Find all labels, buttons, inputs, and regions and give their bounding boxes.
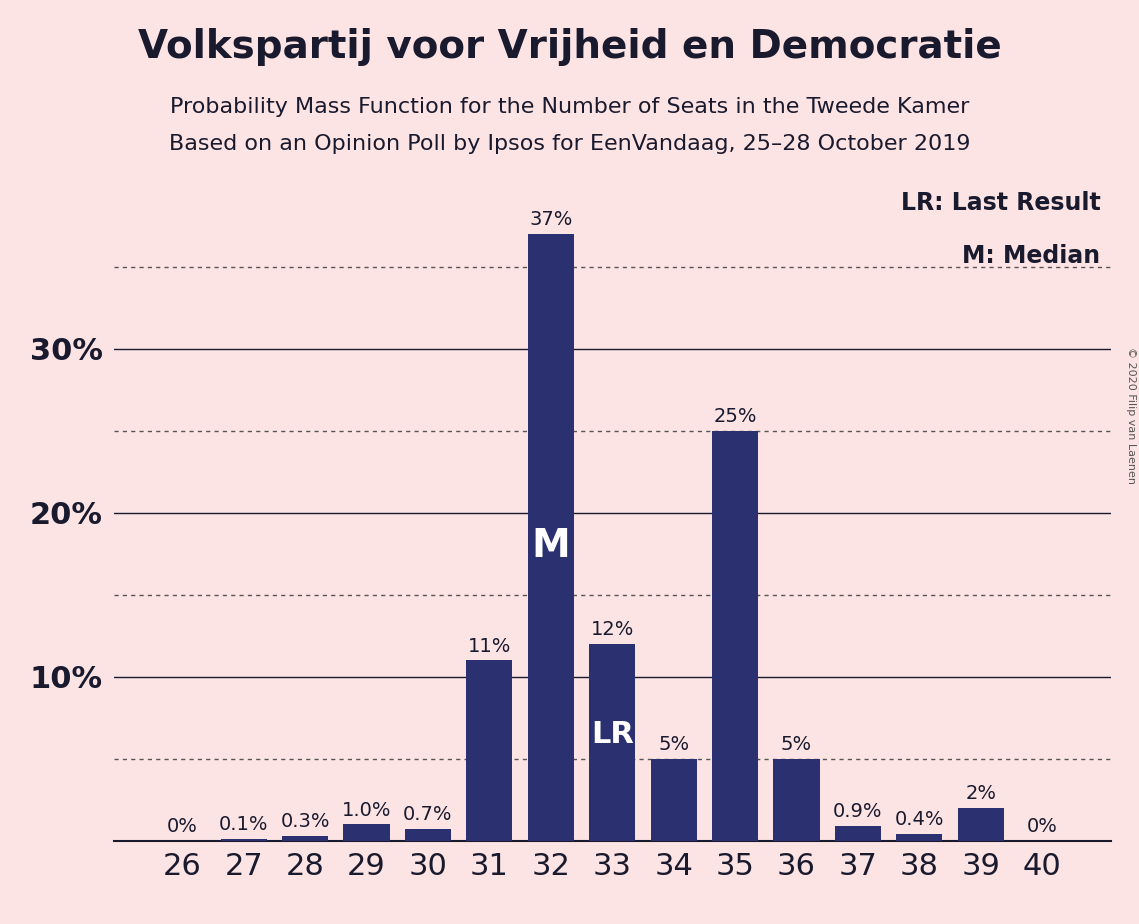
- Text: 0%: 0%: [1026, 817, 1058, 836]
- Text: LR: Last Result: LR: Last Result: [901, 191, 1100, 215]
- Text: 25%: 25%: [713, 407, 756, 426]
- Bar: [896, 834, 942, 841]
- Text: M: Median: M: Median: [962, 244, 1100, 268]
- Bar: [589, 644, 636, 841]
- Text: Volkspartij voor Vrijheid en Democratie: Volkspartij voor Vrijheid en Democratie: [138, 28, 1001, 66]
- Text: 0.1%: 0.1%: [219, 815, 269, 834]
- Text: 1.0%: 1.0%: [342, 800, 392, 820]
- Bar: [344, 824, 390, 841]
- Text: Probability Mass Function for the Number of Seats in the Tweede Kamer: Probability Mass Function for the Number…: [170, 97, 969, 117]
- Bar: [527, 234, 574, 841]
- Text: 11%: 11%: [468, 637, 511, 655]
- Bar: [221, 839, 267, 841]
- Text: 0.7%: 0.7%: [403, 806, 452, 824]
- Text: 0.4%: 0.4%: [894, 810, 944, 830]
- Text: LR: LR: [591, 720, 633, 748]
- Text: 0%: 0%: [166, 817, 198, 836]
- Text: 2%: 2%: [965, 784, 997, 803]
- Text: Based on an Opinion Poll by Ipsos for EenVandaag, 25–28 October 2019: Based on an Opinion Poll by Ipsos for Ee…: [169, 134, 970, 154]
- Text: 37%: 37%: [530, 210, 573, 229]
- Text: © 2020 Filip van Laenen: © 2020 Filip van Laenen: [1126, 347, 1136, 484]
- Bar: [650, 759, 697, 841]
- Text: 0.9%: 0.9%: [833, 802, 883, 821]
- Bar: [282, 836, 328, 841]
- Text: 0.3%: 0.3%: [280, 812, 330, 831]
- Text: 5%: 5%: [658, 735, 689, 754]
- Bar: [773, 759, 820, 841]
- Text: M: M: [532, 527, 571, 565]
- Bar: [466, 661, 513, 841]
- Bar: [712, 431, 759, 841]
- Bar: [835, 826, 880, 841]
- Text: 5%: 5%: [781, 735, 812, 754]
- Bar: [404, 830, 451, 841]
- Text: 12%: 12%: [590, 620, 634, 639]
- Bar: [958, 808, 1003, 841]
